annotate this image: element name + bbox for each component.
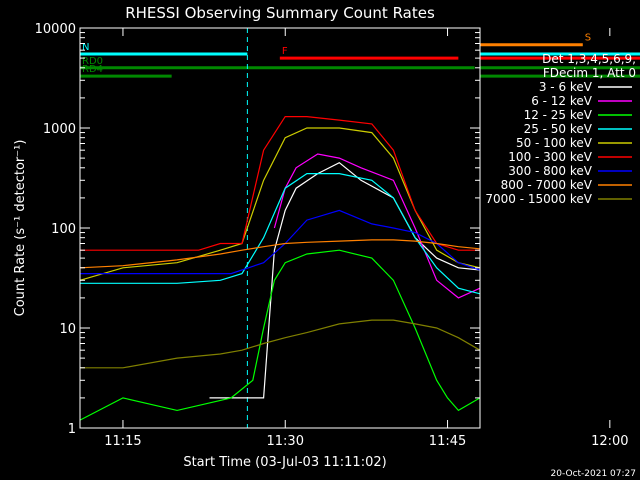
- ticks-layer: 11010010001000011:1511:3011:4512:0012:15…: [35, 22, 629, 449]
- series-layer: [79, 115, 481, 421]
- flag-s-label: S: [585, 33, 591, 44]
- legend-entry-label: 50 - 100 keV: [516, 136, 593, 150]
- x-tick-label: 12:00: [591, 434, 628, 449]
- flag-f-label: F: [282, 46, 288, 57]
- y-tick-label: 10000: [35, 22, 76, 37]
- legend: Det 1,3,4,5,6,9,FDecim 1, Att 03 - 6 keV…: [485, 52, 636, 206]
- date-stamp: 20-Oct-2021 07:27: [551, 469, 636, 479]
- y-tick-label: 1000: [43, 122, 76, 137]
- series-12-25-kev: [79, 249, 481, 421]
- series-25-50-kev: [80, 173, 481, 295]
- legend-entry-label: 7000 - 15000 keV: [485, 192, 592, 206]
- legend-entry-label: 6 - 12 keV: [531, 94, 593, 108]
- chart-title: RHESSI Observing Summary Count Rates: [125, 4, 435, 22]
- legend-entry-label: 12 - 25 keV: [524, 108, 593, 122]
- flag-rd0-label: RD0: [82, 56, 103, 67]
- legend-entry-label: 800 - 7000 keV: [501, 178, 593, 192]
- y-tick-label: 1: [68, 422, 76, 437]
- y-axis-label: Count Rate (s⁻¹ detector⁻¹): [13, 140, 28, 317]
- flag-rd4-label: RD4: [82, 64, 103, 75]
- series-6-12-kev: [273, 153, 481, 299]
- series-300-800-kev: [80, 209, 481, 275]
- y-tick-label: 10: [59, 322, 76, 337]
- flag-n-label: N: [82, 42, 89, 53]
- legend-header: FDecim 1, Att 0: [543, 66, 636, 80]
- series-7000-15000-kev: [80, 319, 481, 369]
- series-800-7000-kev: [79, 239, 481, 269]
- legend-entry-label: 100 - 300 keV: [508, 150, 592, 164]
- y-tick-label: 100: [51, 222, 76, 237]
- series-3-6-kev: [209, 161, 481, 399]
- x-tick-label: 11:30: [267, 434, 304, 449]
- legend-entry-label: 25 - 50 keV: [524, 122, 593, 136]
- series-100-300-kev: [80, 115, 480, 251]
- x-axis-label: Start Time (03-Jul-03 11:11:02): [183, 455, 386, 470]
- legend-entry-label: 300 - 800 keV: [508, 164, 592, 178]
- legend-header: Det 1,3,4,5,6,9,: [542, 52, 636, 66]
- legend-entry-label: 3 - 6 keV: [539, 80, 593, 94]
- x-tick-label: 11:45: [429, 434, 466, 449]
- x-tick-label: 11:15: [104, 434, 141, 449]
